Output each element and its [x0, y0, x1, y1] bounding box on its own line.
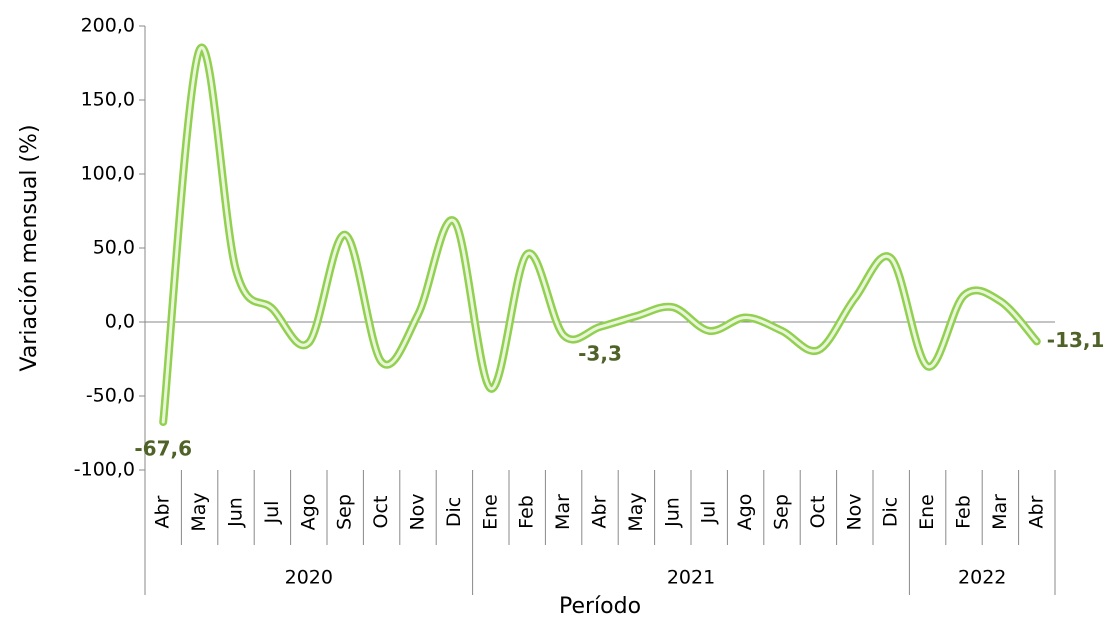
x-tick-label: Oct — [807, 496, 829, 529]
x-tick-label: Jul — [261, 501, 283, 525]
y-tick-label: 50,0 — [93, 237, 135, 259]
x-tick-label: Abr — [589, 495, 611, 528]
group-label: 2022 — [958, 567, 1006, 589]
y-tick-label: 150,0 — [81, 89, 135, 111]
x-tick-label: Abr — [1025, 495, 1047, 528]
group-label: 2021 — [667, 567, 715, 589]
y-tick-label: -100,0 — [74, 459, 135, 481]
value-label: -13,1 — [1047, 328, 1105, 352]
x-tick-label: Ene — [479, 494, 501, 530]
x-tick-label: Mar — [989, 494, 1011, 530]
y-tick-label: 0,0 — [105, 311, 135, 333]
x-tick-label: Abr — [152, 495, 174, 528]
x-tick-label: Jun — [225, 497, 247, 528]
x-tick-label: Jun — [661, 497, 683, 528]
x-tick-label: Oct — [370, 496, 392, 529]
x-tick-label: Dic — [880, 497, 902, 527]
x-tick-label: Mar — [552, 494, 574, 530]
x-tick-label: Nov — [843, 493, 865, 530]
x-tick-label: Nov — [407, 493, 429, 530]
value-label: -3,3 — [578, 341, 622, 365]
x-tick-label: Jul — [698, 501, 720, 525]
line — [159, 43, 1041, 427]
x-tick-label: Sep — [334, 494, 356, 530]
x-tick-label: Feb — [953, 495, 975, 529]
group-label: 2020 — [285, 567, 333, 589]
x-tick-label: Feb — [516, 495, 538, 529]
y-tick-label: 200,0 — [81, 15, 135, 37]
line-highlight — [161, 46, 1039, 424]
x-tick-label: Sep — [771, 494, 793, 530]
x-tick-label: Ago — [734, 494, 756, 531]
x-tick-label: May — [188, 492, 210, 531]
x-tick-label: Dic — [443, 497, 465, 527]
y-tick-label: 100,0 — [81, 163, 135, 185]
y-tick-label: -50,0 — [86, 385, 135, 407]
x-tick-label: May — [625, 492, 647, 531]
x-tick-label: Ago — [297, 494, 319, 531]
x-tick-label: Ene — [916, 494, 938, 530]
x-axis-title: Período — [559, 594, 641, 619]
value-label: -67,6 — [134, 437, 192, 461]
y-axis-title: Variación mensual (%) — [17, 124, 42, 371]
